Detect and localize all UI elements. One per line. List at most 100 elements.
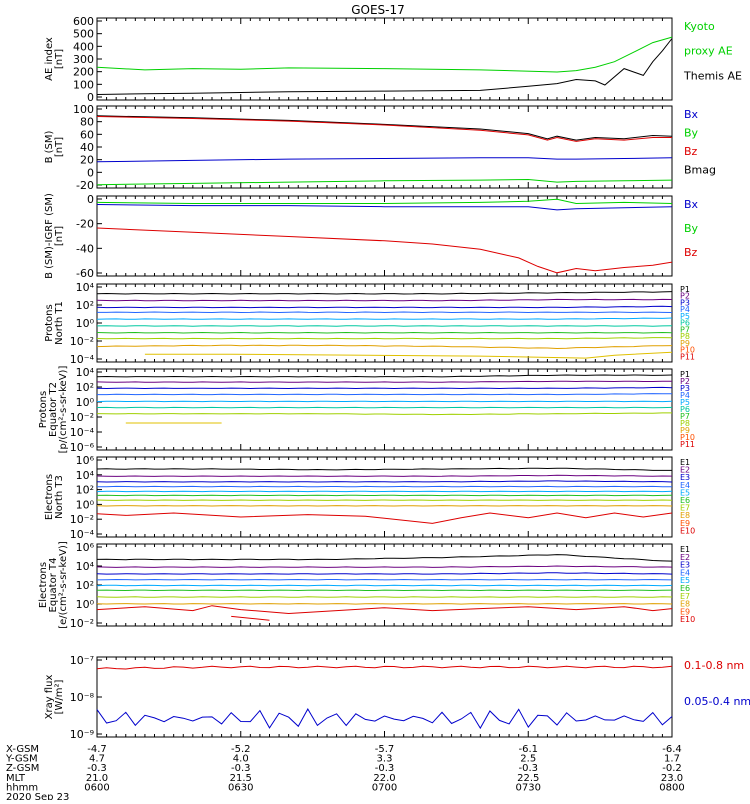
y-tick-label: 100	[73, 103, 94, 116]
legend-entry: E10	[680, 615, 695, 624]
y-tick-label: 10²	[76, 579, 94, 592]
series-line-e9	[97, 513, 672, 523]
xaxis-value: 0600	[84, 782, 109, 793]
y-tick-label: -20	[76, 179, 94, 192]
y-tick-label: 10²	[76, 484, 94, 497]
y-tick-label: 10⁰	[76, 598, 95, 611]
y-axis-label: North T3	[54, 475, 65, 519]
legend-entry: E10	[680, 526, 695, 535]
y-tick-label: 10⁻⁹	[70, 728, 94, 741]
y-tick-label: 0	[87, 166, 94, 179]
chart-title: GOES-17	[351, 3, 405, 17]
legend-entry: 0.1-0.8 nm	[684, 659, 744, 672]
series-line-bmag	[97, 116, 672, 140]
series-line-bx	[97, 158, 672, 162]
xaxis-value: 0700	[372, 782, 397, 793]
legend-entry: Bx	[684, 198, 699, 211]
series-line-themis-ae	[97, 39, 672, 95]
y-tick-label: 10⁻²	[70, 513, 94, 526]
y-axis-label: [nT]	[54, 49, 65, 69]
y-axis-label: [p/(cm²-s-sr-keV)]	[58, 366, 69, 454]
series-line-e5	[97, 585, 672, 586]
y-tick-label: 600	[73, 15, 94, 28]
series-line-e2	[97, 475, 672, 476]
y-tick-label: 10⁻⁴	[70, 426, 95, 439]
y-tick-label: 10⁻⁴	[70, 353, 95, 366]
y-tick-label: 10²	[76, 299, 94, 312]
series-line-e3	[97, 481, 672, 482]
legend-entry: P11	[680, 440, 695, 449]
series-line-bz	[97, 117, 672, 142]
series-line-p6	[97, 326, 672, 327]
y-axis-label: [nT]	[54, 226, 65, 246]
series-line-e9	[97, 606, 672, 614]
y-tick-label: 10⁻²	[70, 411, 94, 424]
series-line-p1	[97, 292, 672, 294]
panel-frame	[97, 657, 672, 737]
series-line-p4	[97, 394, 672, 395]
series-line-e3	[97, 573, 672, 574]
y-tick-label: 300	[73, 53, 94, 66]
y-tick-label: 400	[73, 40, 94, 53]
date-label: 2020 Sep 23	[6, 792, 69, 800]
series-line-e8	[97, 604, 672, 605]
series-line-e10	[231, 616, 269, 620]
y-tick-label: 60	[80, 128, 94, 141]
y-tick-label: 10⁻⁸	[70, 691, 95, 704]
series-line-0-1-0-8-nm	[97, 666, 672, 669]
legend-entry: 0.05-0.4 nm	[684, 695, 750, 708]
series-line-p7	[97, 413, 672, 415]
legend-entry: P11	[680, 352, 695, 361]
xaxis-value: 0630	[228, 782, 253, 793]
panel-frame	[97, 196, 672, 276]
y-tick-label: 10²	[76, 381, 94, 394]
legend-entry: By	[684, 222, 699, 235]
y-tick-label: -20	[76, 218, 94, 231]
series-line-e2	[97, 566, 672, 567]
y-tick-label: 10⁴	[76, 560, 95, 573]
series-line-e1	[97, 468, 672, 470]
panel-frame	[97, 18, 672, 100]
panel-frame	[97, 284, 672, 362]
series-line-p2	[97, 299, 672, 300]
series-line-p1	[97, 375, 672, 377]
y-axis-label: [W/m²]	[54, 679, 65, 714]
series-line-p8	[97, 338, 672, 339]
series-line-bz	[97, 228, 672, 273]
y-tick-label: 80	[80, 116, 94, 129]
legend-entry: Kyoto	[684, 20, 715, 33]
y-tick-label: 10⁶	[76, 454, 95, 467]
y-tick-label: 20	[80, 154, 94, 167]
series-line-bx	[97, 205, 672, 210]
y-tick-label: 40	[80, 141, 94, 154]
y-tick-label: 200	[73, 66, 94, 79]
y-tick-label: 10⁰	[76, 396, 95, 409]
y-tick-label: -40	[76, 242, 94, 255]
legend-entry: By	[684, 127, 699, 140]
series-line-p9	[97, 345, 672, 348]
series-line-p7	[97, 333, 672, 334]
y-tick-label: 10⁻⁴	[70, 528, 95, 541]
legend-entry: Bz	[684, 145, 698, 158]
y-tick-label: 10⁻⁶	[70, 441, 95, 454]
y-tick-label: 10⁰	[76, 498, 95, 511]
xaxis-value: 0800	[659, 782, 684, 793]
y-axis-label: [nT]	[54, 137, 65, 157]
series-line-p5	[97, 318, 672, 319]
xaxis-value: 0730	[516, 782, 541, 793]
series-line-p3	[97, 306, 672, 307]
y-tick-label: 500	[73, 28, 94, 41]
y-tick-label: 10⁴	[76, 281, 95, 294]
legend-entry: Bz	[684, 246, 698, 259]
y-tick-label: 0	[87, 193, 94, 206]
series-line-p3	[97, 387, 672, 388]
legend-entry: proxy AE	[684, 45, 733, 58]
y-tick-label: -60	[76, 267, 94, 280]
legend-entry: Themis AE	[683, 69, 742, 82]
